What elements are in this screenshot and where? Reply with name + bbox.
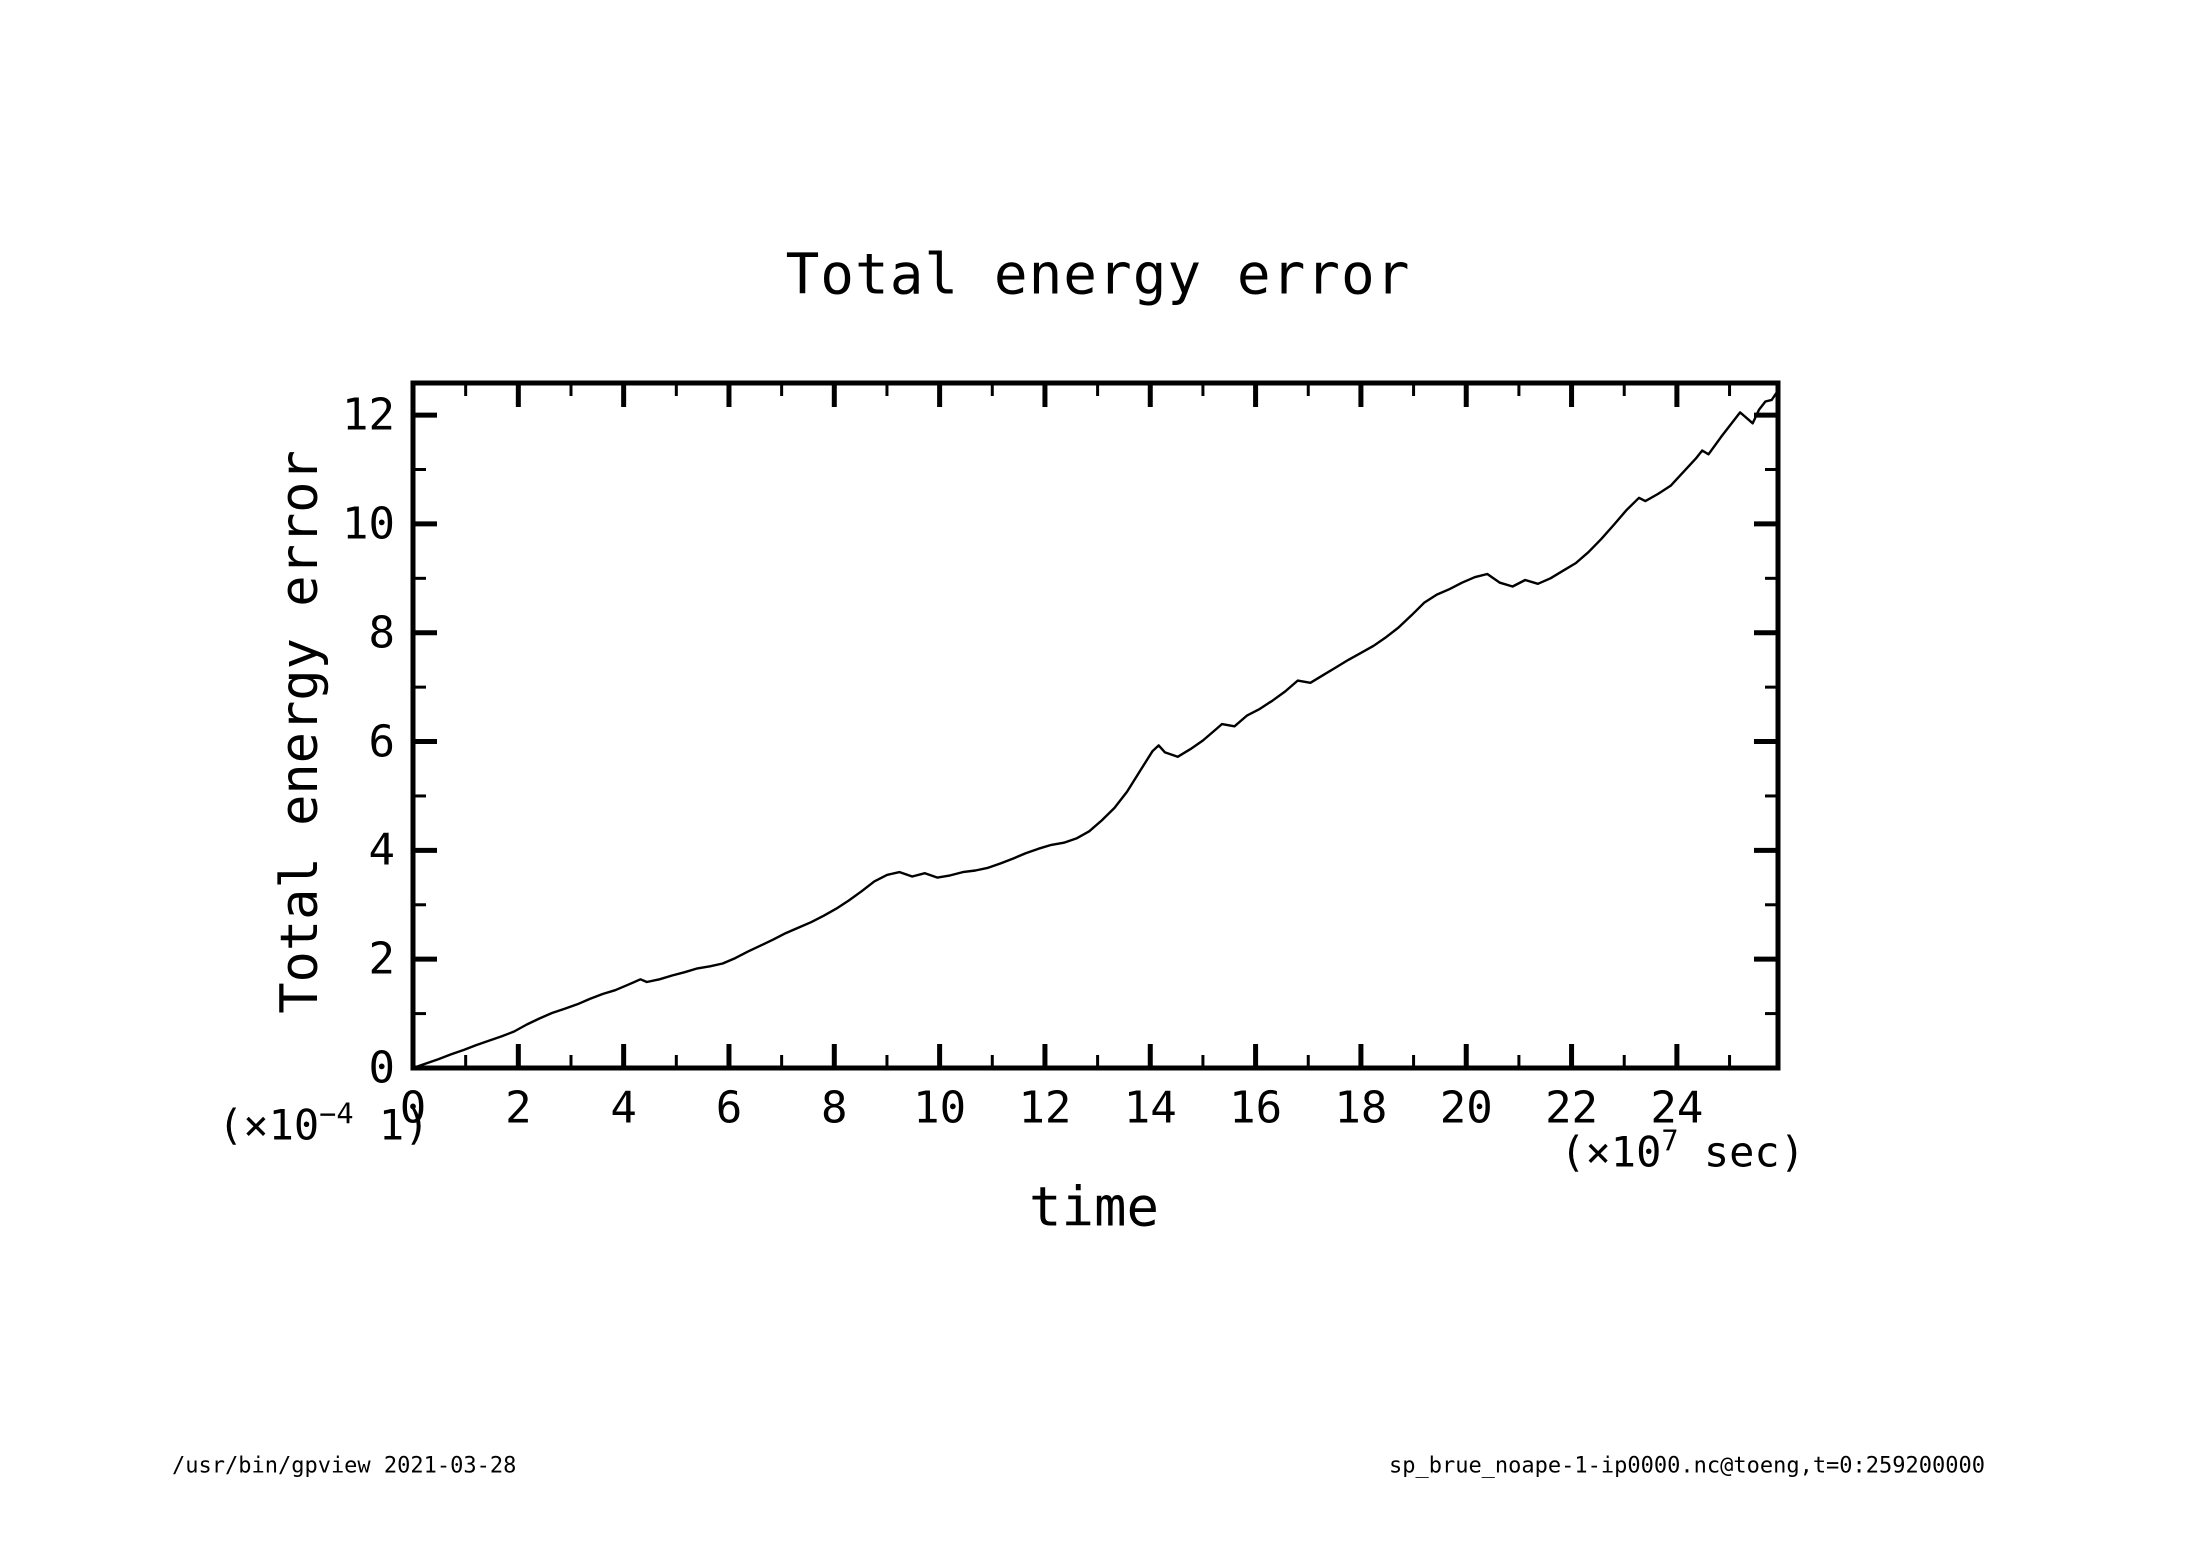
x-tick-label: 24 xyxy=(1650,1082,1704,1134)
y-tick-label: 4 xyxy=(368,824,396,876)
y-tick-label: 0 xyxy=(368,1042,396,1094)
x-axis-unit: (×107 sec) xyxy=(1560,1124,1805,1177)
y-tick-label: 6 xyxy=(368,716,396,768)
x-unit-suffix: sec) xyxy=(1678,1127,1805,1177)
y-factor-prefix: (×10 xyxy=(218,1100,320,1150)
x-tick-label: 12 xyxy=(1018,1082,1072,1134)
y-tick-label: 8 xyxy=(368,607,396,659)
x-tick-label: 18 xyxy=(1334,1082,1388,1134)
y-axis-factor: (×10−4 1) xyxy=(218,1097,430,1150)
y-tick-label: 2 xyxy=(368,933,396,985)
footer-dataset: sp_brue_noape-1-ip0000.nc@toeng,t=0:2592… xyxy=(1388,1453,1985,1479)
x-unit-exponent: 7 xyxy=(1661,1123,1679,1158)
x-axis-title: time xyxy=(1028,1175,1160,1239)
y-tick-label: 10 xyxy=(342,498,395,550)
x-tick-label: 14 xyxy=(1123,1082,1177,1134)
x-unit-prefix: (×10 xyxy=(1560,1127,1662,1177)
footer-command: /usr/bin/gpview 2021-03-28 xyxy=(172,1453,517,1479)
x-tick-label: 6 xyxy=(715,1082,743,1134)
x-tick-label: 2 xyxy=(505,1082,532,1134)
x-tick-label: 8 xyxy=(821,1082,848,1134)
y-factor-suffix: 1) xyxy=(353,1100,430,1150)
y-axis-title: Total energy error xyxy=(270,450,330,1014)
x-tick-label: 10 xyxy=(913,1082,967,1134)
y-factor-exponent: −4 xyxy=(319,1096,354,1131)
chart-title: Total energy error xyxy=(785,242,1411,308)
x-tick-label: 4 xyxy=(610,1082,637,1134)
plot-frame xyxy=(410,380,1781,1071)
x-tick-label: 16 xyxy=(1229,1082,1283,1134)
y-tick-label: 12 xyxy=(342,389,395,441)
x-tick-label: 0 xyxy=(399,1082,427,1134)
x-tick-label: 22 xyxy=(1545,1082,1599,1134)
x-tick-label: 20 xyxy=(1439,1082,1493,1134)
energy-error-line xyxy=(411,389,1780,1070)
